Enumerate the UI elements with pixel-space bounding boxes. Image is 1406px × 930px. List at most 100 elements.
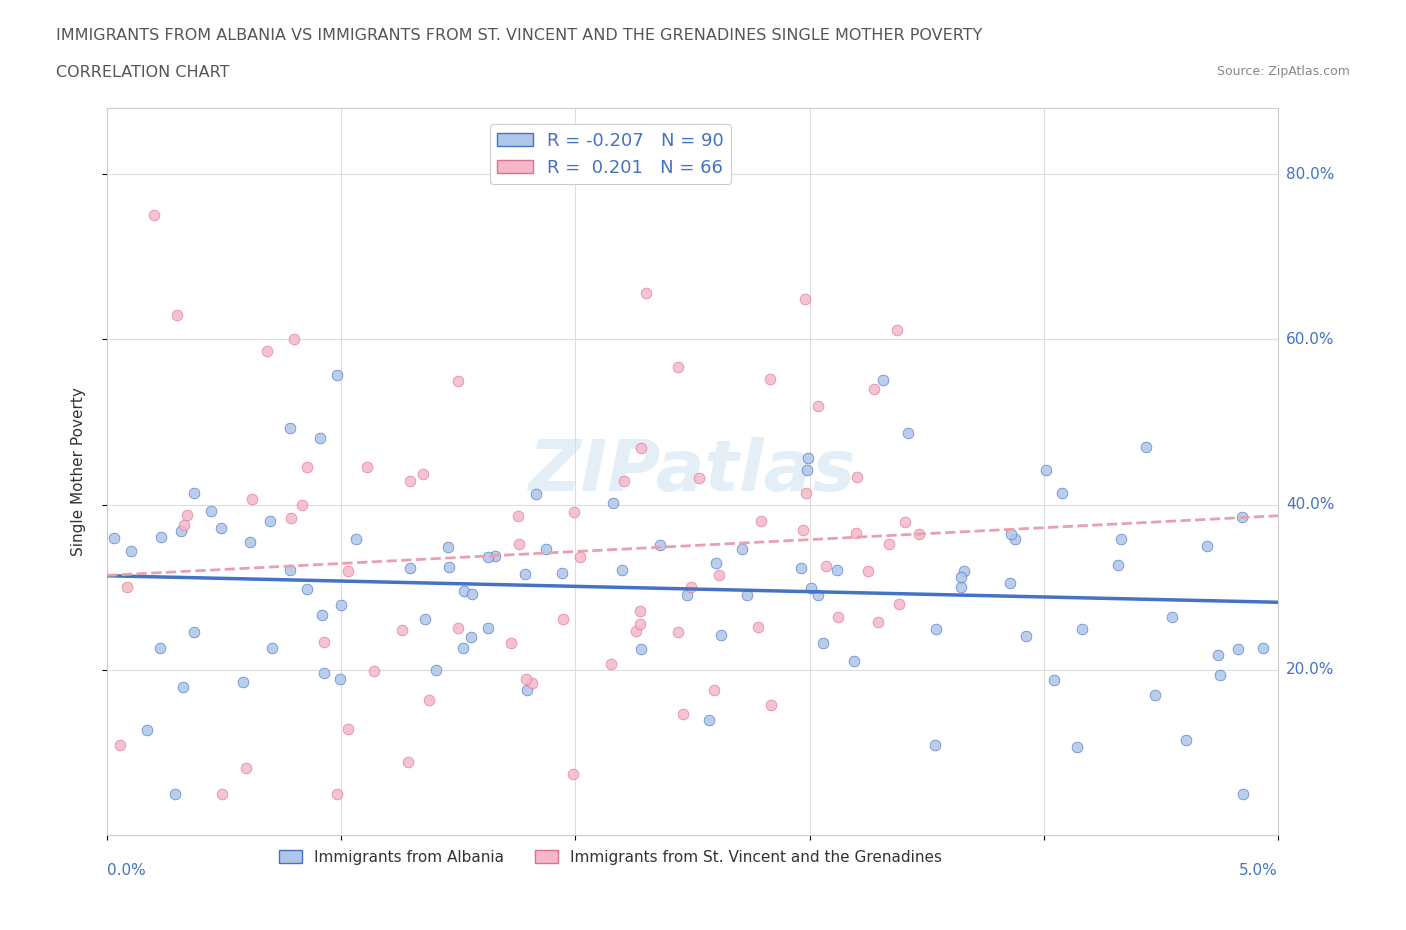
- Point: [707, 567, 730, 582]
- Point: [624, 624, 647, 639]
- Point: [1050, 485, 1073, 500]
- Point: [259, 513, 281, 528]
- Text: 80.0%: 80.0%: [1286, 166, 1334, 181]
- Point: [1232, 510, 1254, 525]
- Point: [240, 492, 263, 507]
- Point: [453, 583, 475, 598]
- Point: [165, 786, 187, 801]
- Text: IMMIGRANTS FROM ALBANIA VS IMMIGRANTS FROM ST. VINCENT AND THE GRENADINES SINGLE: IMMIGRANTS FROM ALBANIA VS IMMIGRANTS FR…: [56, 28, 983, 43]
- Point: [600, 657, 623, 671]
- Point: [889, 596, 911, 611]
- Point: [170, 524, 193, 538]
- Point: [209, 520, 232, 535]
- Point: [278, 563, 301, 578]
- Point: [103, 530, 125, 545]
- Point: [789, 561, 811, 576]
- Point: [239, 535, 262, 550]
- Point: [998, 576, 1021, 591]
- Point: [1206, 647, 1229, 662]
- Point: [516, 683, 538, 698]
- Point: [232, 675, 254, 690]
- Point: [792, 523, 814, 538]
- Point: [666, 360, 689, 375]
- Point: [477, 550, 499, 565]
- Point: [356, 459, 378, 474]
- Point: [326, 786, 349, 801]
- Point: [827, 609, 849, 624]
- Point: [447, 621, 470, 636]
- Point: [907, 527, 929, 542]
- Point: [120, 543, 142, 558]
- Point: [612, 563, 634, 578]
- Point: [534, 541, 557, 556]
- Point: [1015, 629, 1038, 644]
- Point: [183, 485, 205, 500]
- Point: [166, 307, 188, 322]
- Point: [759, 698, 782, 712]
- Point: [325, 367, 347, 382]
- Point: [1143, 687, 1166, 702]
- Point: [796, 463, 818, 478]
- Text: 0.0%: 0.0%: [107, 863, 146, 878]
- Point: [413, 612, 436, 627]
- Point: [697, 712, 720, 727]
- Point: [925, 621, 948, 636]
- Point: [150, 530, 173, 545]
- Point: [136, 723, 159, 737]
- Point: [1000, 526, 1022, 541]
- Point: [863, 381, 886, 396]
- Point: [524, 487, 547, 502]
- Point: [751, 513, 773, 528]
- Point: [484, 549, 506, 564]
- Point: [418, 692, 440, 707]
- Point: [1175, 733, 1198, 748]
- Point: [630, 440, 652, 455]
- Point: [453, 641, 475, 656]
- Point: [508, 509, 530, 524]
- Point: [398, 755, 420, 770]
- Point: [628, 617, 651, 631]
- Point: [793, 291, 815, 306]
- Point: [886, 323, 908, 338]
- Point: [562, 505, 585, 520]
- Point: [953, 564, 976, 578]
- Point: [1035, 462, 1057, 477]
- Point: [336, 564, 359, 578]
- Point: [344, 532, 367, 547]
- Point: [461, 587, 484, 602]
- Point: [337, 722, 360, 737]
- Point: [173, 517, 195, 532]
- Point: [412, 467, 434, 482]
- Point: [794, 485, 817, 500]
- Point: [634, 286, 657, 300]
- Text: ZIPatlas: ZIPatlas: [529, 437, 856, 506]
- Point: [391, 623, 413, 638]
- Text: 60.0%: 60.0%: [1286, 332, 1334, 347]
- Point: [950, 570, 973, 585]
- Point: [1135, 440, 1157, 455]
- Point: [872, 373, 894, 388]
- Point: [1109, 531, 1132, 546]
- Point: [866, 614, 889, 629]
- Point: [312, 666, 335, 681]
- Point: [513, 566, 536, 581]
- Point: [115, 580, 138, 595]
- Point: [437, 539, 460, 554]
- Point: [842, 654, 865, 669]
- Point: [704, 556, 727, 571]
- Point: [648, 538, 671, 552]
- Point: [460, 630, 482, 644]
- Point: [877, 536, 900, 551]
- Point: [283, 332, 305, 347]
- Point: [1232, 786, 1254, 801]
- Point: [256, 344, 278, 359]
- Point: [568, 550, 591, 565]
- Point: [1042, 672, 1064, 687]
- Point: [1226, 641, 1249, 656]
- Point: [399, 474, 422, 489]
- Point: [1251, 641, 1274, 656]
- Point: [311, 607, 333, 622]
- Point: [183, 624, 205, 639]
- Point: [520, 676, 543, 691]
- Point: [200, 503, 222, 518]
